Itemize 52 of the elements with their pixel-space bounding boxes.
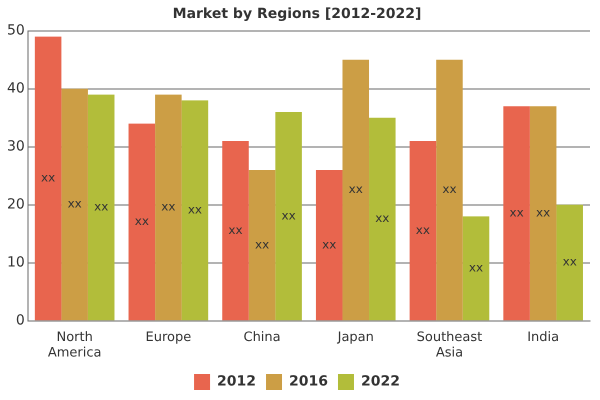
legend-label: 2022 <box>360 374 400 390</box>
data-label: xx <box>536 205 550 220</box>
data-label: xx <box>442 182 457 196</box>
data-label: xx <box>468 260 484 274</box>
bar <box>182 100 208 320</box>
data-label: xx <box>322 237 336 252</box>
data-label: xx <box>375 211 390 226</box>
data-label: xx <box>228 222 243 237</box>
x-tick-label: China <box>243 330 281 345</box>
y-tick-label: 10 <box>6 254 25 270</box>
bar <box>222 141 249 320</box>
data-label: xx <box>254 237 270 252</box>
bar <box>88 94 114 320</box>
y-tick-label: 20 <box>6 196 25 212</box>
x-tick-label: India <box>527 330 560 345</box>
chart-title: Market by Regions [2012-2022] <box>172 6 422 22</box>
data-label: xx <box>188 202 202 216</box>
data-label: xx <box>41 170 56 185</box>
y-tick-label: 40 <box>6 80 25 96</box>
bar <box>61 88 88 320</box>
bar <box>556 204 583 320</box>
data-label: xx <box>510 205 524 220</box>
y-tick-label: 0 <box>16 312 25 328</box>
bar <box>275 112 302 320</box>
data-label: xx <box>416 222 430 237</box>
bar <box>369 118 396 320</box>
x-tick-label: Southeast Asia <box>416 330 482 361</box>
bar <box>128 124 156 320</box>
data-label: xx <box>134 214 149 228</box>
data-label: xx <box>562 254 577 269</box>
x-tick-label: Europe <box>146 330 192 345</box>
bar <box>462 216 490 320</box>
bar <box>34 36 62 320</box>
x-tick-label: North America <box>48 330 102 361</box>
bar <box>155 94 182 320</box>
data-label: xx <box>161 200 176 214</box>
bar <box>530 106 556 320</box>
bar <box>316 170 342 320</box>
bar <box>342 60 370 320</box>
y-tick-label: 50 <box>6 22 25 38</box>
legend-label: 2012 <box>217 374 256 390</box>
legend-label: 2016 <box>289 374 328 390</box>
bar <box>248 170 276 320</box>
data-label: xx <box>282 208 296 222</box>
data-label: xx <box>348 182 363 196</box>
data-label: xx <box>68 196 82 211</box>
bar <box>503 106 530 320</box>
data-label: xx <box>94 200 108 214</box>
bar <box>436 60 463 320</box>
bar <box>410 141 436 320</box>
x-tick-label: Japan <box>336 330 374 345</box>
y-tick-label: 30 <box>6 138 25 154</box>
